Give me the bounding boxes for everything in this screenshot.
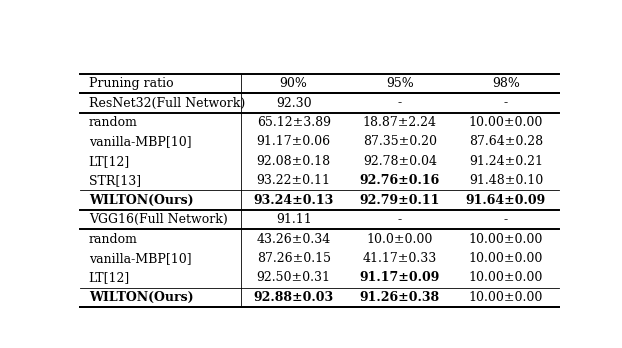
Text: 93.22±0.11: 93.22±0.11 <box>257 174 331 187</box>
Text: WILTON(Ours): WILTON(Ours) <box>89 291 193 304</box>
Text: 10.00±0.00: 10.00±0.00 <box>469 232 543 246</box>
Text: 91.26±0.38: 91.26±0.38 <box>360 291 440 304</box>
Text: 92.30: 92.30 <box>276 96 312 110</box>
Text: 43.26±0.34: 43.26±0.34 <box>256 232 331 246</box>
Text: 41.17±0.33: 41.17±0.33 <box>363 252 437 265</box>
Text: 87.64±0.28: 87.64±0.28 <box>469 135 543 148</box>
Text: 87.35±0.20: 87.35±0.20 <box>363 135 437 148</box>
Text: 91.24±0.21: 91.24±0.21 <box>469 155 543 168</box>
Text: -: - <box>398 213 402 226</box>
Text: 10.00±0.00: 10.00±0.00 <box>469 116 543 129</box>
Text: 91.64±0.09: 91.64±0.09 <box>466 194 546 207</box>
Text: 10.00±0.00: 10.00±0.00 <box>469 271 543 284</box>
Text: 91.48±0.10: 91.48±0.10 <box>469 174 543 187</box>
Text: ResNet32(Full Network): ResNet32(Full Network) <box>89 96 245 110</box>
Text: 92.79±0.11: 92.79±0.11 <box>360 194 440 207</box>
Text: random: random <box>89 232 137 246</box>
Text: 87.26±0.15: 87.26±0.15 <box>257 252 331 265</box>
Text: VGG16(Full Network): VGG16(Full Network) <box>89 213 228 226</box>
Text: 91.17±0.06: 91.17±0.06 <box>257 135 331 148</box>
Text: LT[12]: LT[12] <box>89 155 130 168</box>
Text: 98%: 98% <box>492 77 520 90</box>
Text: 10.00±0.00: 10.00±0.00 <box>469 252 543 265</box>
Text: Pruning ratio: Pruning ratio <box>89 77 174 90</box>
Text: 92.76±0.16: 92.76±0.16 <box>360 174 440 187</box>
Text: 95%: 95% <box>386 77 414 90</box>
Text: 92.08±0.18: 92.08±0.18 <box>257 155 331 168</box>
Text: 92.78±0.04: 92.78±0.04 <box>363 155 437 168</box>
Text: -: - <box>504 96 508 110</box>
Text: 10.00±0.00: 10.00±0.00 <box>469 291 543 304</box>
Text: vanilla-MBP[10]: vanilla-MBP[10] <box>89 252 192 265</box>
Text: 91.11: 91.11 <box>276 213 312 226</box>
Text: WILTON(Ours): WILTON(Ours) <box>89 194 193 207</box>
Text: 91.17±0.09: 91.17±0.09 <box>360 271 440 284</box>
Text: -: - <box>398 96 402 110</box>
Text: 92.88±0.03: 92.88±0.03 <box>254 291 334 304</box>
Text: vanilla-MBP[10]: vanilla-MBP[10] <box>89 135 192 148</box>
Text: STR[13]: STR[13] <box>89 174 141 187</box>
Text: 65.12±3.89: 65.12±3.89 <box>257 116 331 129</box>
Text: 10.0±0.00: 10.0±0.00 <box>367 232 433 246</box>
Text: 90%: 90% <box>280 77 308 90</box>
Text: 18.87±2.24: 18.87±2.24 <box>363 116 437 129</box>
Text: 93.24±0.13: 93.24±0.13 <box>254 194 334 207</box>
Text: -: - <box>504 213 508 226</box>
Text: random: random <box>89 116 137 129</box>
Text: 92.50±0.31: 92.50±0.31 <box>257 271 331 284</box>
Text: LT[12]: LT[12] <box>89 271 130 284</box>
